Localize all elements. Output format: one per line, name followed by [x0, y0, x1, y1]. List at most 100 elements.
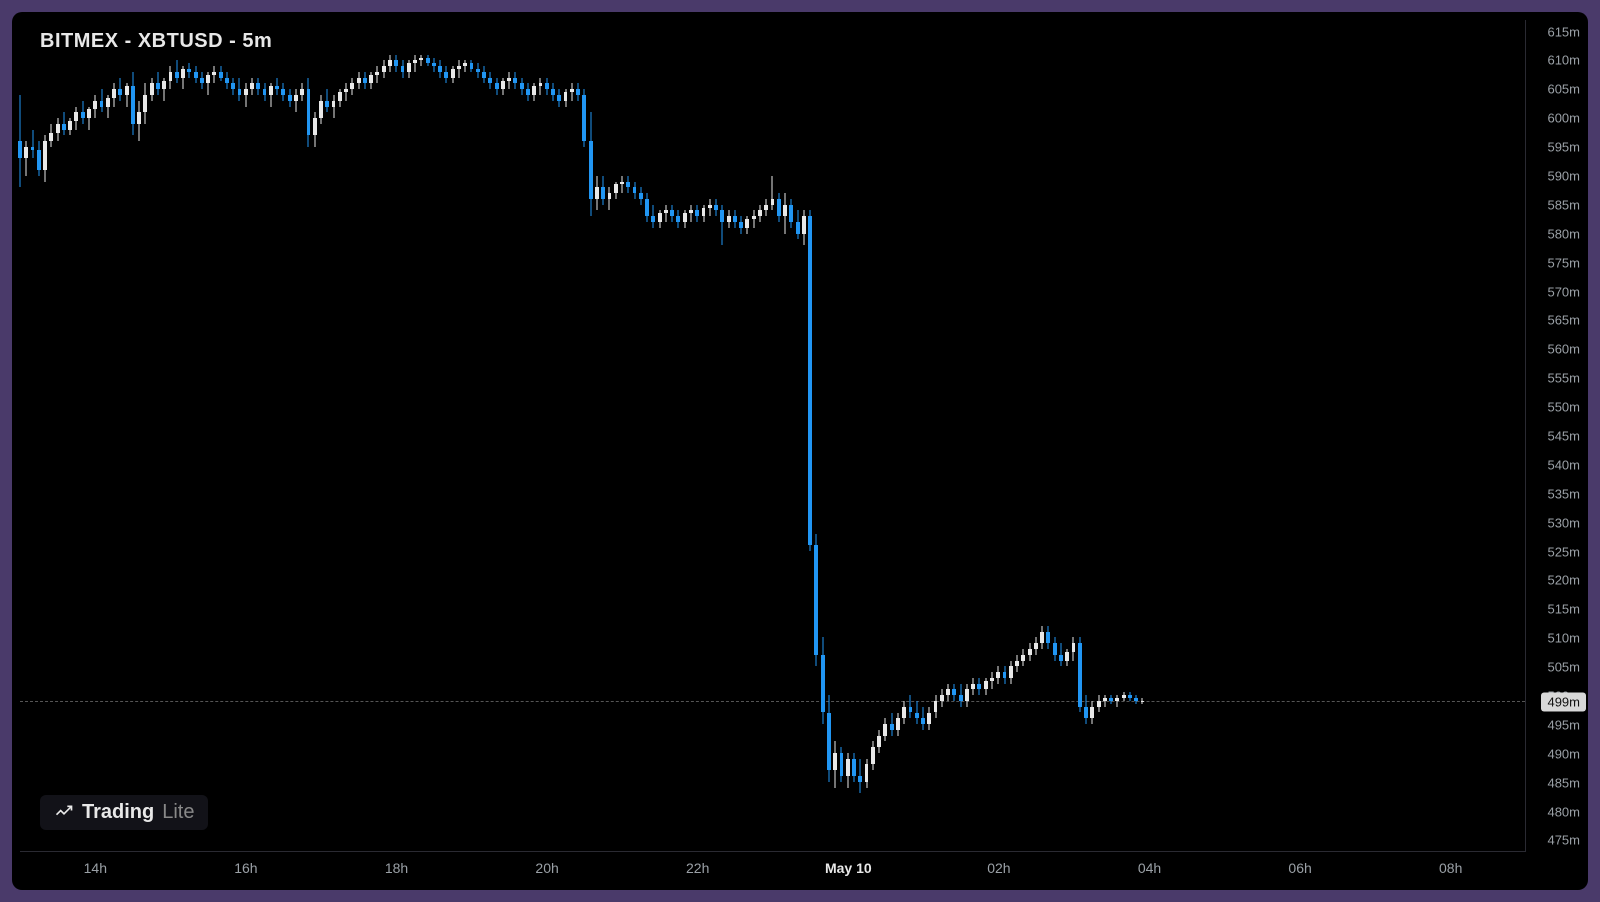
candle [451, 20, 455, 851]
y-tick-label: 475m [1547, 833, 1580, 848]
candle [871, 20, 875, 851]
candle [1097, 20, 1101, 851]
candle [206, 20, 210, 851]
candle [43, 20, 47, 851]
candle [651, 20, 655, 851]
y-tick-label: 525m [1547, 544, 1580, 559]
candle [68, 20, 72, 851]
candle [350, 20, 354, 851]
candle [802, 20, 806, 851]
candle [645, 20, 649, 851]
y-axis: 475m480m485m490m495m500m505m510m515m520m… [1526, 20, 1588, 852]
candle [31, 20, 35, 851]
candle [739, 20, 743, 851]
candle [263, 20, 267, 851]
candle [1053, 20, 1057, 851]
candle [137, 20, 141, 851]
chart-title: BITMEX - XBTUSD - 5m [40, 30, 272, 53]
candle [1028, 20, 1032, 851]
y-tick-label: 590m [1547, 169, 1580, 184]
candle [1046, 20, 1050, 851]
candle [112, 20, 116, 851]
candle [482, 20, 486, 851]
candle [1078, 20, 1082, 851]
candle [670, 20, 674, 851]
candle [470, 20, 474, 851]
x-tick-label: 04h [1138, 860, 1161, 876]
candle [557, 20, 561, 851]
chart-plot-area[interactable] [20, 20, 1526, 852]
candle [796, 20, 800, 851]
x-axis: 14h16h18h20h22hMay 1002h04h06h08h [20, 852, 1526, 890]
candle [771, 20, 775, 851]
candle [877, 20, 881, 851]
candle [181, 20, 185, 851]
y-tick-label: 535m [1547, 486, 1580, 501]
candle [896, 20, 900, 851]
candle [1122, 20, 1126, 851]
candle [959, 20, 963, 851]
candle [194, 20, 198, 851]
y-tick-label: 560m [1547, 342, 1580, 357]
candle [87, 20, 91, 851]
candle [833, 20, 837, 851]
chart-frame: BITMEX - XBTUSD - 5m 475m480m485m490m495… [12, 12, 1588, 890]
candle [118, 20, 122, 851]
candle [501, 20, 505, 851]
candle [1015, 20, 1019, 851]
candle [319, 20, 323, 851]
candle [708, 20, 712, 851]
x-tick-label: 14h [84, 860, 107, 876]
y-tick-label: 545m [1547, 429, 1580, 444]
candle [256, 20, 260, 851]
candle [1084, 20, 1088, 851]
candle [865, 20, 869, 851]
candle [476, 20, 480, 851]
x-tick-label: 08h [1439, 860, 1462, 876]
candle [344, 20, 348, 851]
x-tick-label: 20h [535, 860, 558, 876]
candle [1109, 20, 1113, 851]
candle [601, 20, 605, 851]
candle [946, 20, 950, 851]
candle [733, 20, 737, 851]
y-tick-label: 510m [1547, 631, 1580, 646]
candle [426, 20, 430, 851]
candle [852, 20, 856, 851]
candle [526, 20, 530, 851]
candle [840, 20, 844, 851]
candle [169, 20, 173, 851]
candle [382, 20, 386, 851]
candle [363, 20, 367, 851]
candle [1103, 20, 1107, 851]
candle [175, 20, 179, 851]
candle [1009, 20, 1013, 851]
candle [551, 20, 555, 851]
candle [664, 20, 668, 851]
candle [965, 20, 969, 851]
candle [582, 20, 586, 851]
candle [752, 20, 756, 851]
candle [934, 20, 938, 851]
y-tick-label: 520m [1547, 573, 1580, 588]
candle [419, 20, 423, 851]
candle [369, 20, 373, 851]
candle [74, 20, 78, 851]
y-tick-label: 555m [1547, 371, 1580, 386]
y-tick-label: 605m [1547, 82, 1580, 97]
candle [1040, 20, 1044, 851]
candle [187, 20, 191, 851]
candle [131, 20, 135, 851]
candle [49, 20, 53, 851]
candle [702, 20, 706, 851]
candle [996, 20, 1000, 851]
candle [81, 20, 85, 851]
y-tick-label: 480m [1547, 804, 1580, 819]
candle [720, 20, 724, 851]
candle [814, 20, 818, 851]
y-tick-label: 575m [1547, 255, 1580, 270]
candle [225, 20, 229, 851]
candle [1065, 20, 1069, 851]
candle [890, 20, 894, 851]
candle [952, 20, 956, 851]
